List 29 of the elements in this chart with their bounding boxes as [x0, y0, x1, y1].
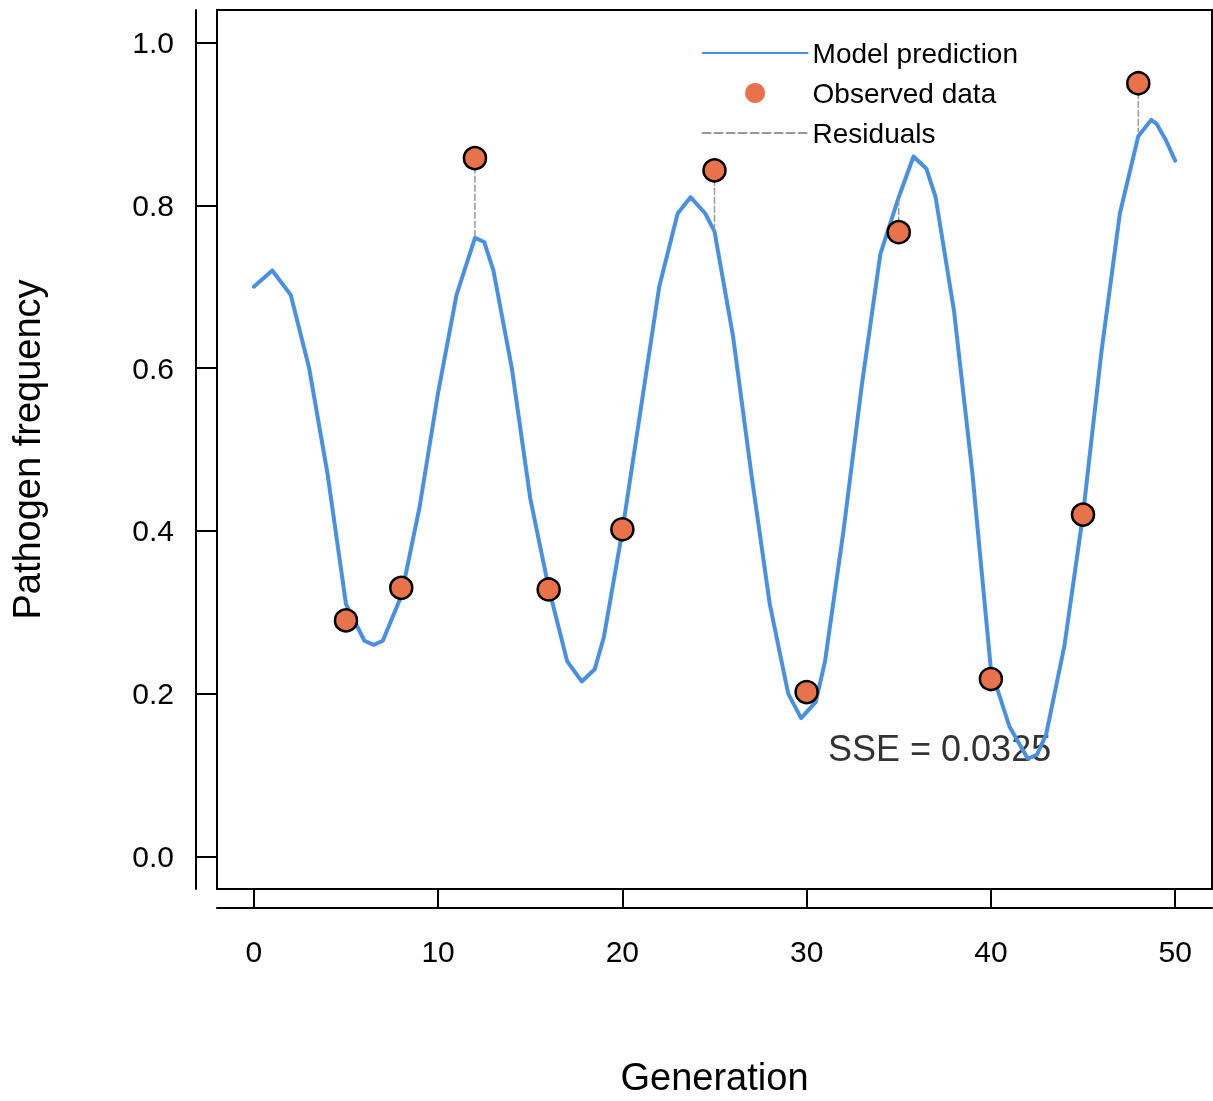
y-axis-title: Pathogen frequency — [6, 279, 48, 620]
y-tick-label: 0.4 — [132, 514, 174, 548]
y-tick-label: 1.0 — [132, 26, 174, 60]
point — [1126, 71, 1151, 96]
point — [978, 666, 1004, 692]
x-tick-label: 40 — [974, 934, 1008, 968]
point — [794, 679, 819, 705]
x-tick-label: 10 — [421, 934, 455, 968]
y-tick-label: 0.8 — [132, 188, 174, 222]
point — [333, 608, 359, 633]
point — [886, 219, 912, 245]
y-tick-label: 0.2 — [132, 677, 174, 711]
point — [702, 158, 727, 183]
x-tick-label: 20 — [605, 934, 640, 968]
legend-label: Residuals — [812, 117, 936, 149]
legend-label: Model prediction — [812, 37, 1019, 69]
x-axis-title: Generation — [620, 1056, 809, 1098]
x-tick-label: 30 — [789, 934, 824, 968]
point — [389, 575, 414, 601]
y-tick-label: 0.0 — [132, 839, 174, 873]
point — [536, 577, 561, 602]
y-tick-label: 0.6 — [132, 351, 174, 385]
x-tick-label: 0 — [245, 934, 263, 968]
point — [1070, 502, 1096, 527]
line-series — [251, 117, 1178, 761]
legend-label: Observed data — [812, 77, 997, 109]
point — [610, 517, 635, 542]
point — [462, 145, 488, 171]
x-tick-label: 50 — [1158, 934, 1192, 968]
